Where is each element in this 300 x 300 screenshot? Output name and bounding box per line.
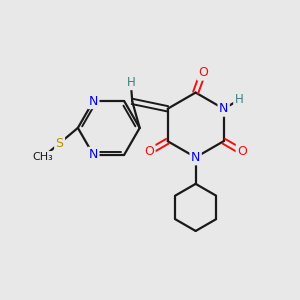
Text: H: H <box>235 93 243 106</box>
Text: S: S <box>56 137 64 150</box>
Text: O: O <box>237 145 247 158</box>
Text: N: N <box>88 94 98 108</box>
Text: N: N <box>219 102 228 115</box>
Text: H: H <box>126 76 135 89</box>
Text: N: N <box>88 148 98 161</box>
Text: N: N <box>191 151 200 164</box>
Text: O: O <box>144 145 154 158</box>
Text: CH₃: CH₃ <box>32 152 53 162</box>
Text: O: O <box>198 66 208 79</box>
